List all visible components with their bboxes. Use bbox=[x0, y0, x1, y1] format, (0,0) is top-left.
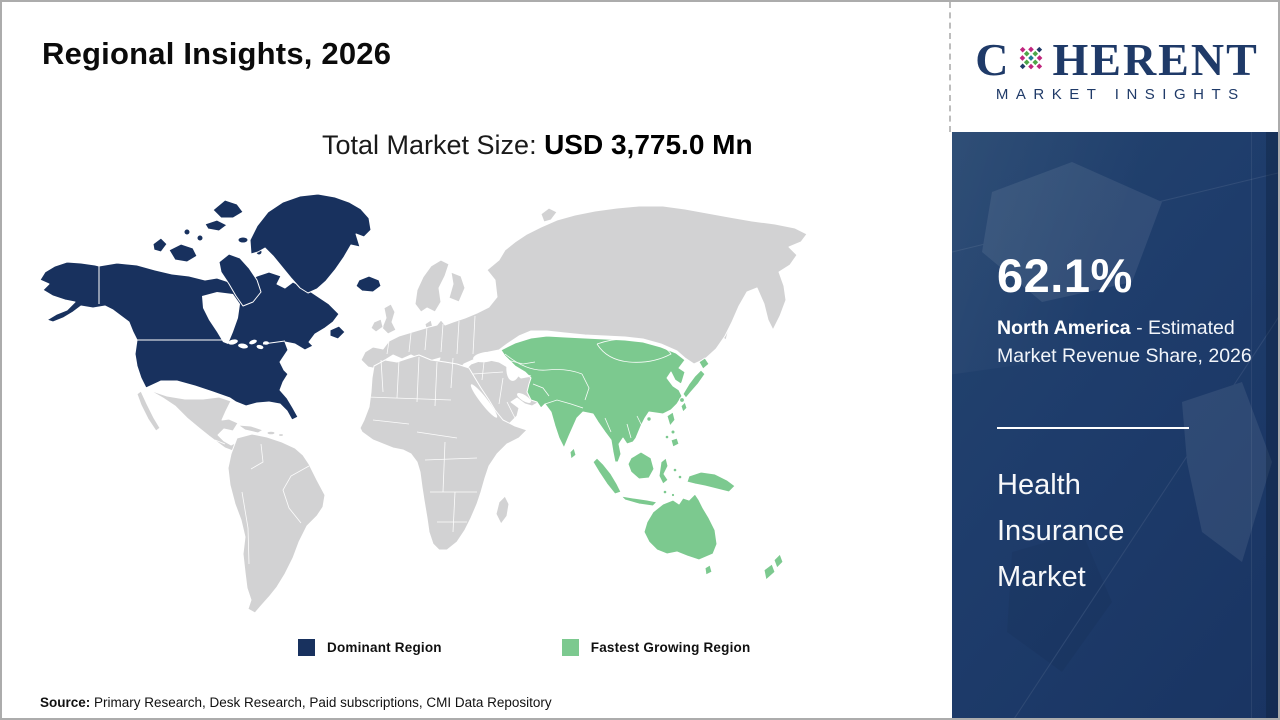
source-label: Source: bbox=[40, 695, 91, 710]
map-legend: Dominant Region Fastest Growing Region bbox=[298, 639, 750, 656]
sidebar-divider bbox=[997, 427, 1189, 429]
logo-wordmark: C HERENT bbox=[975, 37, 1259, 83]
source-text: Primary Research, Desk Research, Paid su… bbox=[90, 695, 552, 710]
sidebar-hairline bbox=[1251, 132, 1252, 718]
share-description: North America - Estimated Market Revenue… bbox=[997, 314, 1269, 370]
dominant-region-swatch bbox=[298, 639, 315, 656]
company-logo: C HERENT M bbox=[952, 2, 1278, 132]
stats-sidebar: 62.1% North America - Estimated Market R… bbox=[952, 132, 1278, 718]
total-market-size-value: USD 3,775.0 Mn bbox=[544, 129, 753, 160]
region-asia-pacific bbox=[500, 335, 784, 581]
logo-dots-o-icon bbox=[1020, 46, 1043, 70]
source-line: Source: Primary Research, Desk Research,… bbox=[40, 695, 552, 710]
world-map-svg bbox=[39, 193, 808, 614]
country-borders-asia bbox=[504, 338, 672, 439]
legend-item-fastest-growing: Fastest Growing Region bbox=[561, 639, 751, 656]
page-title: Regional Insights, 2026 bbox=[42, 36, 392, 71]
region-north-america bbox=[39, 193, 382, 421]
share-value: 62.1% bbox=[997, 249, 1133, 302]
world-map bbox=[37, 192, 817, 622]
market-name: Health Insurance Market bbox=[997, 469, 1125, 593]
share-desc-text: - Estimated Market Revenue Share, 2026 bbox=[997, 317, 1252, 367]
country-borders-north-america bbox=[98, 266, 286, 345]
logo-letter-c: C bbox=[975, 34, 1011, 85]
fastest-growing-region-label: Fastest Growing Region bbox=[590, 640, 751, 655]
hudson-bay-great-lakes bbox=[202, 292, 269, 350]
fastest-growing-region-swatch bbox=[561, 639, 579, 656]
legend-item-dominant: Dominant Region bbox=[298, 639, 442, 656]
dominant-region-label: Dominant Region bbox=[327, 640, 442, 655]
sidebar-edge-shade bbox=[1266, 132, 1278, 718]
dashed-separator bbox=[949, 2, 951, 132]
total-market-size: Total Market Size: USD 3,775.0 Mn bbox=[322, 129, 753, 161]
logo-subtitle: MARKET INSIGHTS bbox=[995, 86, 1246, 103]
share-region: North America bbox=[997, 317, 1131, 339]
logo-letters-herent: HERENT bbox=[1052, 34, 1259, 85]
country-borders-other bbox=[214, 315, 516, 565]
sidebar-texture bbox=[952, 132, 1278, 718]
total-market-size-label: Total Market Size: bbox=[322, 130, 545, 160]
